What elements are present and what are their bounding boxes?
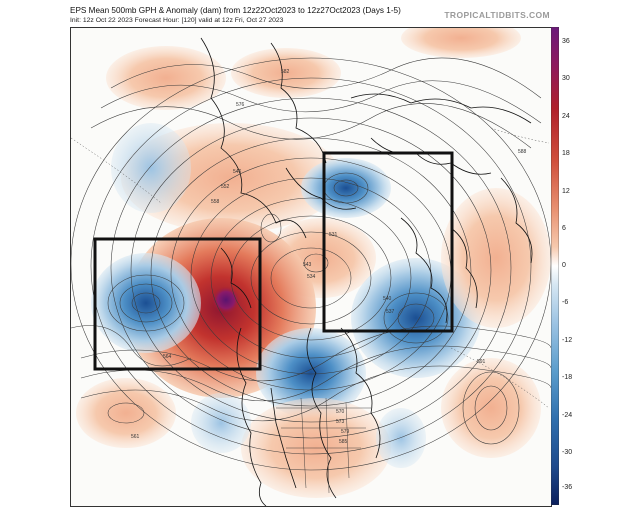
site-brand-logo: TROPICALTIDBITS.COM <box>444 10 550 20</box>
contour-label-group: 582 576 588 591 537 540 534 531 546 552 … <box>131 69 527 445</box>
colorbar-tick: 36 <box>562 38 570 45</box>
contour-label: 588 <box>518 149 527 155</box>
colorbar-tick: -12 <box>562 337 573 344</box>
contour-label: 585 <box>339 439 348 445</box>
colorbar-tick: 12 <box>562 188 570 195</box>
graticule <box>71 127 550 409</box>
contour-label: 579 <box>341 429 350 435</box>
chart-subtitle: Init: 12z Oct 22 2023 Forecast Hour: [12… <box>70 17 284 24</box>
map-canvas: 582 576 588 591 537 540 534 531 546 552 … <box>71 28 551 506</box>
contour-label: 546 <box>233 169 242 175</box>
colorbar-tick: 30 <box>562 75 570 82</box>
colorbar-tick: -24 <box>562 412 573 419</box>
contour-label: 582 <box>281 69 290 75</box>
contour-label: 576 <box>236 102 245 108</box>
anomaly-colorbar <box>551 27 559 505</box>
contour-label: 531 <box>329 232 338 238</box>
forecast-map: 582 576 588 591 537 540 534 531 546 552 … <box>70 27 552 507</box>
colorbar-tick: 18 <box>562 150 570 157</box>
colorbar-tick: -18 <box>562 374 573 381</box>
state-borders <box>276 397 371 494</box>
colorbar-tick: 24 <box>562 113 570 120</box>
contour-label: 564 <box>163 354 172 360</box>
colorbar-tick: 0 <box>562 262 566 269</box>
highlight-box-west <box>93 237 262 371</box>
contour-label: 540 <box>383 296 392 302</box>
contour-label: 534 <box>307 274 316 280</box>
colorbar-tick: 6 <box>562 225 566 232</box>
highlight-box-east <box>322 151 454 333</box>
contour-label: 591 <box>477 359 486 365</box>
contour-label: 552 <box>221 184 230 190</box>
anomaly-shading <box>76 28 551 498</box>
colorbar-tick: -36 <box>562 484 573 491</box>
contour-label: 537 <box>386 309 395 315</box>
contour-label: 561 <box>131 434 140 440</box>
contour-label: 570 <box>336 409 345 415</box>
colorbar-tick: -6 <box>562 299 569 306</box>
colorbar-tick: -30 <box>562 449 573 456</box>
contour-label: 573 <box>336 419 345 425</box>
contour-label: 558 <box>211 199 220 205</box>
height-contours <box>71 57 551 471</box>
chart-title: EPS Mean 500mb GPH & Anomaly (dam) from … <box>70 6 401 15</box>
contour-label: 543 <box>303 262 312 268</box>
